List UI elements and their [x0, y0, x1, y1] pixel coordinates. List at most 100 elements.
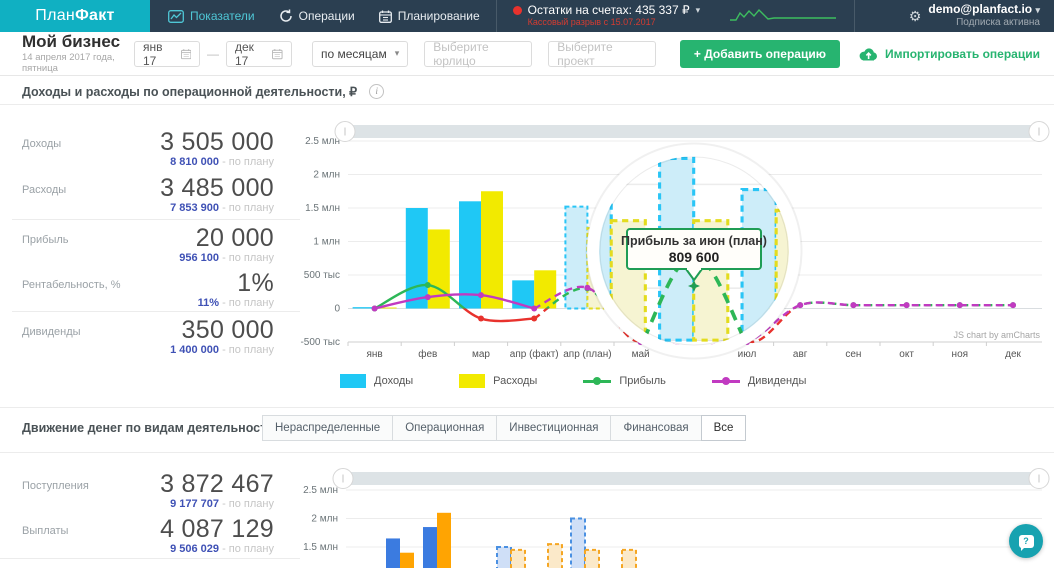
date-from-input[interactable]: янв 17: [134, 40, 200, 68]
import-operations-button[interactable]: Импортировать операции: [858, 47, 1040, 61]
legend-dividends[interactable]: Дивиденды: [711, 374, 806, 388]
svg-text:2.5 млн: 2.5 млн: [305, 136, 340, 147]
divider: [0, 407, 1054, 408]
add-operation-button[interactable]: + Добавить операцию: [679, 39, 840, 68]
account-menu[interactable]: ⚙ demo@planfact.io ▾ Подписка активна: [908, 2, 1040, 28]
accounts-balance[interactable]: Остатки на счетах: 435 337 ₽ ▾ Кассовый …: [512, 3, 700, 28]
legend-expenses[interactable]: Расходы: [459, 374, 537, 388]
divider: [0, 452, 1054, 453]
nav-divider: [854, 0, 856, 32]
gear-icon[interactable]: ⚙: [908, 7, 922, 24]
line-chart-icon: [168, 9, 184, 23]
income-expense-chart[interactable]: 2.5 млн 2 млн 1.5 млн 1 млн 500 тыс 0 -500 тыс…: [300, 118, 1054, 370]
filters-toolbar: Мой бизнес 14 апреля 2017 года, пятница …: [0, 32, 1054, 76]
nav-tab-planning[interactable]: Планирование: [378, 9, 480, 23]
income-expense-chart-svg[interactable]: 2.5 млн 2 млн 1.5 млн 1 млн 500 тыс 0 -500 тыс…: [300, 118, 1054, 370]
metric-label: Выплаты: [22, 525, 69, 537]
svg-text:май: май: [632, 349, 650, 360]
svg-text:0: 0: [334, 304, 340, 315]
calendar-icon: [272, 48, 283, 59]
svg-text:апр (план): апр (план): [563, 349, 611, 360]
business-selector[interactable]: Мой бизнес 14 апреля 2017 года, пятница: [22, 32, 134, 74]
metric-plan: 7 853 900 - по плану: [170, 202, 274, 214]
legend-label: Расходы: [493, 375, 538, 387]
date-to-value: дек 17: [235, 39, 254, 68]
info-icon[interactable]: i: [369, 84, 385, 99]
legend-profit[interactable]: Прибыль: [583, 374, 666, 388]
tab-financial[interactable]: Финансовая: [610, 415, 702, 441]
cash-gap-warning: Кассовый разрыв с 15.07.2017: [527, 17, 656, 28]
chart-tooltip: Прибыль за июн (план)809 600: [621, 228, 767, 292]
svg-text:-500 тыс: -500 тыс: [300, 337, 340, 348]
logo-fact: Факт: [75, 7, 115, 24]
legend-label: Доходы: [374, 375, 414, 387]
svg-text:мар: мар: [472, 349, 490, 360]
question-bubble-icon: ?: [1018, 534, 1034, 551]
metric-plan: 9 506 029 - по плану: [170, 543, 274, 555]
metric-value: 3 505 000: [160, 128, 274, 156]
nav-tab-label: Операции: [298, 9, 355, 23]
chart-zoom-scrollbar[interactable]: [334, 121, 1050, 142]
svg-text:сен: сен: [845, 349, 861, 360]
chart-legend: Доходы Расходы Прибыль Дивиденды: [340, 374, 806, 388]
account-email: demo@planfact.io: [928, 2, 1033, 17]
nav-tab-operations[interactable]: Операции: [279, 9, 355, 23]
cloud-upload-icon: [859, 47, 877, 60]
svg-text:2 млн: 2 млн: [311, 514, 338, 525]
import-label: Импортировать операции: [884, 46, 1040, 61]
project-input[interactable]: Выберите проект: [548, 39, 657, 68]
divider: [12, 219, 300, 220]
svg-text:июл: июл: [738, 349, 757, 360]
legend-incomes[interactable]: Доходы: [340, 374, 413, 388]
current-date: 14 апреля 2017 года, пятница: [22, 51, 115, 74]
project-placeholder: Выберите проект: [557, 39, 613, 68]
metric-plan: 1 400 000 - по плану: [170, 344, 274, 356]
tab-unallocated[interactable]: Нераспределенные: [262, 415, 394, 441]
metric-profit: Прибыль 20 000 956 100 - по плану: [0, 222, 300, 267]
svg-text:2.5 млн: 2.5 млн: [303, 485, 338, 496]
refresh-icon: [279, 9, 293, 23]
metric-value: 4 087 129: [160, 515, 274, 543]
amcharts-credit[interactable]: JS chart by amCharts: [953, 330, 1040, 340]
main-nav: Показатели Операции Планирование: [168, 9, 480, 23]
metric-expenses: Расходы 3 485 000 7 853 900 - по плану: [0, 172, 300, 217]
metric-label: Поступления: [22, 480, 89, 492]
chart-zoom-scrollbar[interactable]: [332, 468, 1050, 489]
granularity-select[interactable]: по месяцам ▾: [312, 40, 409, 67]
metric-plan: 956 100 - по плану: [179, 252, 274, 264]
svg-text:фев: фев: [418, 348, 437, 360]
nav-tab-indicators[interactable]: Показатели: [168, 9, 255, 23]
divider: [0, 558, 300, 559]
metric-outflows: Выплаты 4 087 129 9 506 029 - по плану: [0, 513, 300, 558]
section1-header: Доходы и расходы по операционной деятель…: [22, 84, 385, 99]
legal-entity-input[interactable]: Выберите юрлицо: [424, 40, 533, 68]
svg-text:1 млн: 1 млн: [313, 237, 340, 248]
date-range-separator: —: [207, 46, 219, 61]
svg-text:809 600: 809 600: [669, 249, 720, 265]
svg-text:1.5 млн: 1.5 млн: [305, 203, 340, 214]
metric-dividends: Дивиденды 350 000 1 400 000 - по плану: [0, 314, 300, 359]
metric-value: 20 000: [195, 224, 274, 252]
divider: [12, 311, 300, 312]
date-to-input[interactable]: дек 17: [226, 39, 292, 68]
metric-inflows: Поступления 3 872 467 9 177 707 - по пла…: [0, 468, 300, 513]
metric-label: Доходы: [22, 138, 62, 150]
alert-dot-icon: [512, 6, 522, 16]
help-chat-button[interactable]: ?: [1009, 524, 1043, 558]
top-navbar: План Факт Показатели Операции Планировани…: [0, 0, 1054, 32]
metric-label: Дивиденды: [22, 326, 81, 338]
svg-text:1.5 млн: 1.5 млн: [303, 542, 338, 553]
tab-all[interactable]: Все: [700, 415, 747, 441]
svg-text:Прибыль за июн (план): Прибыль за июн (план): [621, 234, 767, 248]
svg-text:дек: дек: [1005, 349, 1021, 360]
metric-plan: 9 177 707 - по плану: [170, 498, 274, 510]
tab-investment[interactable]: Инвестиционная: [496, 415, 612, 441]
svg-text:2 млн: 2 млн: [313, 170, 340, 181]
tab-operational[interactable]: Операционная: [392, 415, 498, 441]
app-logo[interactable]: План Факт: [0, 0, 150, 32]
metric-value: 1%: [237, 269, 274, 297]
section1-title: Доходы и расходы по операционной деятель…: [22, 85, 358, 99]
metric-label: Расходы: [22, 184, 67, 196]
